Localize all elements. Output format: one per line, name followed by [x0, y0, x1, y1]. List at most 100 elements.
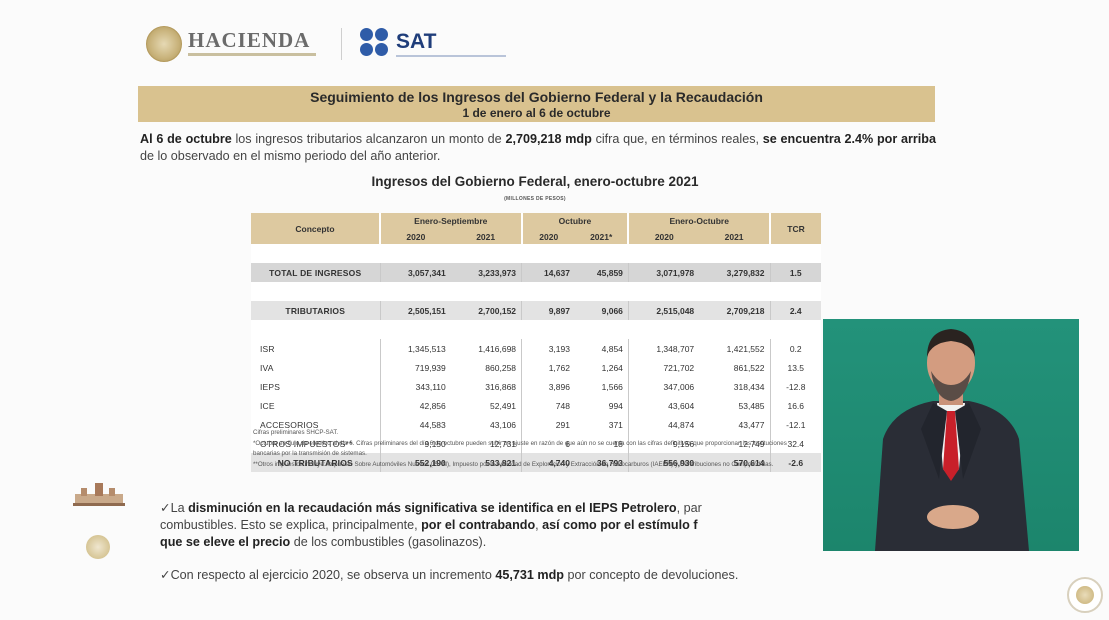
- cell: 291: [521, 415, 575, 434]
- summary-date: Al 6 de octubre: [140, 132, 232, 146]
- cell: 2,700,152: [450, 301, 522, 320]
- table-row: ISR 1,345,513 1,416,698 3,193 4,854 1,34…: [251, 339, 821, 358]
- row-label: ICE: [251, 396, 380, 415]
- hacienda-logo-subline: [188, 53, 316, 56]
- cell: 861,522: [699, 358, 770, 377]
- tcr-cell: -2.6: [769, 453, 821, 472]
- row-label: NO TRIBUTARIOS: [251, 453, 380, 472]
- header-year: 2020: [627, 229, 700, 244]
- bullet-text: , par: [676, 501, 702, 515]
- coat-of-arms-icon: [146, 26, 182, 62]
- cell: 9,066: [574, 301, 629, 320]
- cell: 570,614: [699, 453, 770, 472]
- tcr-cell: -12.8: [769, 377, 821, 396]
- header-year: 2021*: [574, 229, 629, 244]
- bullet-devoluciones: ✓Con respecto al ejercicio 2020, se obse…: [160, 567, 840, 584]
- cell: 533,821: [450, 453, 522, 472]
- cell: 12,731: [450, 434, 522, 453]
- cell: 318,434: [699, 377, 770, 396]
- title-banner: Seguimiento de los Ingresos del Gobierno…: [138, 86, 935, 122]
- banner-subtitle: 1 de enero al 6 de octubre: [462, 106, 611, 120]
- header-group-ene-oct: Enero-Octubre: [627, 213, 770, 229]
- table-title: Ingresos del Gobierno Federal, enero-oct…: [371, 174, 699, 189]
- table-row: NO TRIBUTARIOS 552,190 533,821 4,740 36,…: [251, 453, 821, 472]
- bullet-text: combustibles. Esto se explica, principal…: [160, 518, 422, 532]
- cell: 2,709,218: [699, 301, 770, 320]
- cell: 3,233,973: [450, 263, 522, 282]
- table-row: OTROS IMPUESTOS** 9,150 12,731 6 18 9,15…: [251, 434, 821, 453]
- cell: 42,856: [379, 396, 451, 415]
- bullet-ieps: ✓La disminución en la recaudación más si…: [160, 500, 840, 551]
- summary-amount: 2,709,218 mdp: [505, 132, 592, 146]
- bullet-bold: disminución en la recaudación más signif…: [188, 501, 677, 515]
- cell: 44,874: [627, 415, 700, 434]
- summary-text: los ingresos tributarios alcanzaron un m…: [231, 132, 506, 146]
- cell: 1,345,513: [379, 339, 451, 358]
- cell: 994: [574, 396, 629, 415]
- row-label: ACCESORIOS: [251, 415, 380, 434]
- bullet-text: por concepto de devoluciones.: [564, 568, 739, 582]
- cell: 1,264: [574, 358, 629, 377]
- cell: 3,896: [521, 377, 575, 396]
- row-label: TOTAL DE INGRESOS: [251, 263, 380, 282]
- cell: 4,740: [521, 453, 575, 472]
- table-footnotes: Cifras preliminares SHCP-SAT. *Octubre e…: [253, 428, 813, 470]
- cell: 721,702: [627, 358, 700, 377]
- header-group-ene-sep: Enero-Septiembre: [379, 213, 522, 229]
- income-table: Concepto Enero-Septiembre Octubre Enero-…: [251, 213, 821, 472]
- row-label: IEPS: [251, 377, 380, 396]
- bullet-bold: 45,731 mdp: [495, 568, 564, 582]
- bullet-bold: así como por el estímulo f: [542, 518, 698, 532]
- tcr-cell: 1.5: [769, 263, 821, 282]
- cell: 12,749: [699, 434, 770, 453]
- bullet-text: de los combustibles (gasolinazos).: [290, 535, 487, 549]
- hacienda-logo: HACIENDA: [146, 24, 321, 62]
- summary-text: de lo observado en el mismo periodo del …: [140, 149, 441, 163]
- interpreter-video: [823, 319, 1079, 551]
- row-label: OTROS IMPUESTOS**: [251, 434, 380, 453]
- cell: 2,505,151: [379, 301, 451, 320]
- cell: 719,939: [379, 358, 451, 377]
- seal-icon: [1067, 577, 1103, 613]
- cell: 371: [574, 415, 629, 434]
- summary-growth: se encuentra 2.4% por arriba: [762, 132, 936, 146]
- cell: 43,604: [627, 396, 700, 415]
- cell: 3,071,978: [627, 263, 700, 282]
- tcr-cell: 0.2: [769, 339, 821, 358]
- banner-title: Seguimiento de los Ingresos del Gobierno…: [310, 89, 763, 105]
- header-group-octubre: Octubre: [520, 213, 629, 229]
- cell: 43,477: [699, 415, 770, 434]
- interpreter-figure-icon: [875, 329, 1029, 551]
- cell: 43,106: [450, 415, 522, 434]
- cell: 552,190: [379, 453, 451, 472]
- cell: 36,793: [574, 453, 629, 472]
- sat-logo: SAT: [360, 26, 510, 62]
- header-year: 2021: [450, 229, 522, 244]
- cell: 3,057,341: [379, 263, 451, 282]
- sat-logo-subline: [396, 55, 506, 57]
- hacienda-logo-text: HACIENDA: [188, 28, 311, 52]
- bullet-text: Con respecto al ejercicio 2020, se obser…: [170, 568, 496, 582]
- check-icon: ✓: [160, 501, 171, 515]
- bullet-text: ,: [535, 518, 543, 532]
- bullet-bold: que se eleve el precio: [160, 535, 291, 549]
- table-row: IEPS 343,110 316,868 3,896 1,566 347,006…: [251, 377, 821, 396]
- logo-divider: [341, 28, 342, 60]
- cell: 44,583: [379, 415, 451, 434]
- cell: 860,258: [450, 358, 522, 377]
- bullet-text: La: [170, 501, 189, 515]
- cell: 1,566: [574, 377, 629, 396]
- cell: 53,485: [699, 396, 770, 415]
- cell: 1,421,552: [699, 339, 770, 358]
- cell: 2,515,048: [627, 301, 700, 320]
- building-illustration-icon: [73, 483, 125, 506]
- sat-logo-text: SAT: [396, 30, 437, 53]
- cell: 9,897: [521, 301, 575, 320]
- tcr-cell: 2.4: [769, 301, 821, 320]
- header-year: 2020: [520, 229, 575, 244]
- cell: 6: [521, 434, 575, 453]
- table-unit: (MILLONES DE PESOS): [504, 196, 566, 202]
- summary-paragraph: Al 6 de octubre los ingresos tributarios…: [140, 131, 936, 165]
- tcr-cell: 32.4: [769, 434, 821, 453]
- cell: 1,416,698: [450, 339, 522, 358]
